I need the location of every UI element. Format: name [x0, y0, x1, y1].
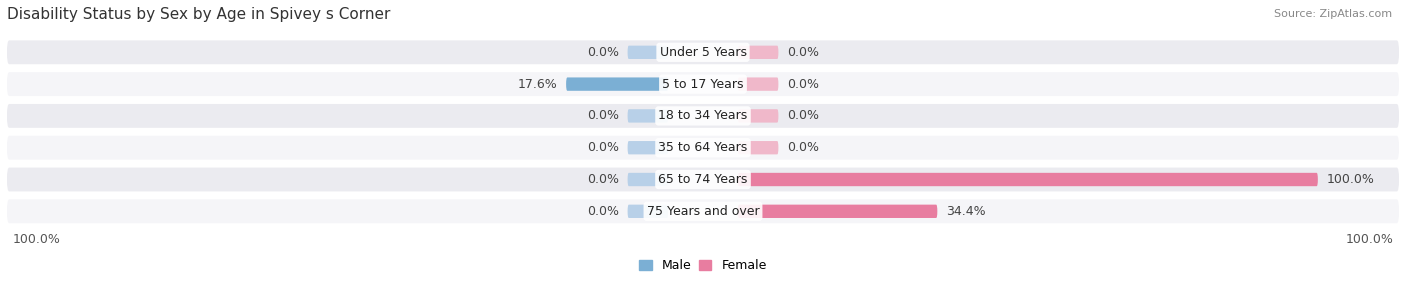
FancyBboxPatch shape: [7, 72, 1399, 96]
Text: 65 to 74 Years: 65 to 74 Years: [658, 173, 748, 186]
FancyBboxPatch shape: [627, 109, 668, 123]
FancyBboxPatch shape: [567, 78, 668, 91]
FancyBboxPatch shape: [738, 109, 779, 123]
Text: 0.0%: 0.0%: [586, 46, 619, 59]
FancyBboxPatch shape: [738, 46, 779, 59]
FancyBboxPatch shape: [7, 136, 1399, 160]
Text: 0.0%: 0.0%: [586, 141, 619, 154]
Text: Disability Status by Sex by Age in Spivey s Corner: Disability Status by Sex by Age in Spive…: [7, 7, 391, 22]
Text: 0.0%: 0.0%: [787, 78, 820, 91]
Text: Under 5 Years: Under 5 Years: [659, 46, 747, 59]
Text: 0.0%: 0.0%: [787, 109, 820, 123]
FancyBboxPatch shape: [627, 141, 668, 154]
Text: 100.0%: 100.0%: [13, 233, 60, 246]
Text: 0.0%: 0.0%: [787, 141, 820, 154]
Text: 0.0%: 0.0%: [586, 173, 619, 186]
Text: 18 to 34 Years: 18 to 34 Years: [658, 109, 748, 123]
FancyBboxPatch shape: [7, 40, 1399, 64]
FancyBboxPatch shape: [627, 46, 668, 59]
Text: 35 to 64 Years: 35 to 64 Years: [658, 141, 748, 154]
Text: 0.0%: 0.0%: [787, 46, 820, 59]
FancyBboxPatch shape: [627, 205, 668, 218]
Text: 17.6%: 17.6%: [517, 78, 557, 91]
Text: Source: ZipAtlas.com: Source: ZipAtlas.com: [1274, 9, 1392, 19]
FancyBboxPatch shape: [738, 205, 938, 218]
Text: 75 Years and over: 75 Years and over: [647, 205, 759, 218]
Text: 34.4%: 34.4%: [946, 205, 986, 218]
FancyBboxPatch shape: [738, 173, 1317, 186]
Text: 0.0%: 0.0%: [586, 205, 619, 218]
FancyBboxPatch shape: [738, 78, 779, 91]
Text: 100.0%: 100.0%: [1326, 173, 1375, 186]
FancyBboxPatch shape: [7, 104, 1399, 128]
Text: 100.0%: 100.0%: [1346, 233, 1393, 246]
FancyBboxPatch shape: [7, 199, 1399, 223]
FancyBboxPatch shape: [738, 141, 779, 154]
Text: 0.0%: 0.0%: [586, 109, 619, 123]
FancyBboxPatch shape: [7, 168, 1399, 192]
Text: 5 to 17 Years: 5 to 17 Years: [662, 78, 744, 91]
Legend: Male, Female: Male, Female: [640, 259, 766, 272]
FancyBboxPatch shape: [627, 173, 668, 186]
